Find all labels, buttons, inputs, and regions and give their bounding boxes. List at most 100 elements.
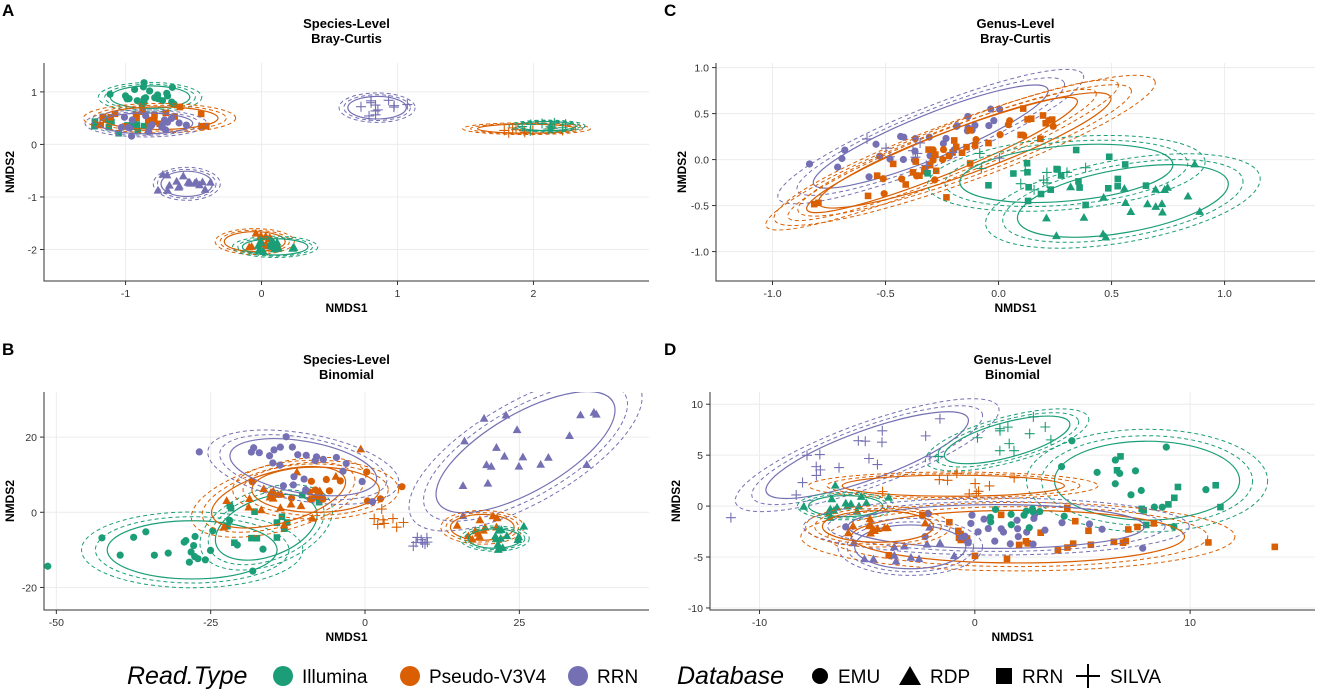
legend-silva-label: SILVA [1110, 667, 1161, 688]
panel-b-point-rrn [273, 534, 281, 541]
panel-b-point-emu [269, 459, 277, 467]
panel-d-ylabel: NMDS2 [669, 480, 683, 522]
panel-c-point-emu [1020, 131, 1028, 139]
panel-d-point-rrn [1003, 555, 1011, 563]
panel-d-point-rrn [1217, 503, 1224, 511]
panel-a-ellipse-inner [92, 111, 200, 136]
panel-c-xlabel: NMDS1 [994, 301, 1036, 315]
panel-b-point-rdp [497, 525, 506, 534]
panel-d-xtick-label: 10 [1184, 617, 1196, 629]
panel-c-point-rrn [1023, 159, 1031, 167]
panel-d-ellipse-solid [943, 415, 1071, 465]
panel-a-point-emu [140, 94, 148, 103]
panel-d-point-emu [1150, 503, 1158, 511]
panel-d-point-emu [997, 525, 1005, 533]
panel-a-point-rdp [172, 176, 182, 185]
panel-d-ytick-label: -10 [688, 603, 703, 615]
panel-a-point-rdp [162, 170, 172, 179]
panel-b-point-emu [307, 477, 315, 485]
panel-c-point-rrn [902, 181, 910, 188]
panel-d-point-emu [1127, 491, 1135, 499]
panel-b-point-rdp [492, 443, 501, 451]
panel-d-point-silva [1028, 411, 1039, 422]
panel-c-point-rrn [945, 152, 953, 160]
panel-d-point-silva [994, 445, 1005, 456]
panel-b-point-silva [411, 537, 422, 548]
panel-c-point-rrn [1027, 115, 1035, 122]
panel-b-point-silva [398, 517, 409, 528]
panel-b-point-rdp [460, 436, 469, 445]
panel-a-point-emu [133, 97, 141, 105]
panel-a-point-emu [121, 92, 130, 100]
panel-b-point-emu [190, 541, 198, 550]
panel-d-ellipse-inner [751, 405, 984, 506]
panel-b-point-rdp [276, 489, 286, 498]
panel-b-point-silva [369, 513, 380, 524]
panel-c-point-rrn [1054, 166, 1061, 173]
panel-d-point-rrn [1110, 538, 1118, 546]
panel-c-ellipse-inner [1002, 159, 1244, 243]
panel-d-point-emu [980, 515, 988, 523]
panel-c-point-silva [1041, 167, 1052, 178]
panel-a-point-rdp [256, 237, 265, 246]
panel-c-point-rrn [952, 143, 960, 151]
panel-d-point-rrn [1069, 540, 1077, 547]
panel-a-point-silva [383, 95, 394, 106]
panel-b-point-silva [378, 514, 389, 525]
panel-b-point-emu [319, 455, 327, 463]
legend-rrn-label: RRN [597, 667, 638, 688]
panel-d-point-rdp [906, 552, 916, 561]
panel-c-point-emu [929, 146, 937, 154]
legend-illumina-swatch [273, 666, 293, 686]
panel-c-point-rrn [924, 169, 931, 177]
panel-d-point-silva [872, 459, 883, 470]
panel-c-point-emu [805, 160, 814, 168]
panel-d-point-rrn [1212, 481, 1219, 489]
panel-a-ylabel: NMDS2 [3, 151, 17, 193]
panel-d-point-rrn [1064, 504, 1071, 512]
panel-d-point-silva [1045, 434, 1056, 445]
panel-d-ytick-label: 5 [697, 450, 703, 462]
panel-a-point-rdp [206, 177, 215, 186]
panel-b-point-rdp [519, 521, 529, 530]
panel-c-ellipse-solid [812, 84, 1049, 189]
panel-b-xtick-label: -50 [49, 617, 64, 629]
panel-d-point-emu [967, 519, 975, 528]
panel-b-xlabel: NMDS1 [325, 630, 367, 644]
panel-a-ellipse-solid [347, 95, 407, 120]
panel-d-point-emu [1111, 480, 1119, 488]
panel-d-point-emu [1036, 507, 1044, 516]
panel-d-point-rrn [1113, 466, 1121, 474]
panel-d-ellipse-solid [841, 474, 1065, 497]
panel-d-point-rrn [1085, 527, 1092, 535]
panel-d-point-silva [791, 489, 802, 500]
panel-c-ellipse-outer [765, 79, 1119, 231]
panel-a-point-emu [147, 122, 155, 130]
panel-d-point-emu [1085, 520, 1094, 528]
panel-d-point-emu [991, 537, 999, 545]
panel-b-ellipse-inner [445, 512, 520, 543]
panel-d-point-silva [863, 453, 874, 464]
panel-a-point-silva [525, 119, 536, 130]
panel-b-point-rdp [296, 501, 306, 510]
panel-d-point-rrn [1064, 544, 1071, 551]
panel-d-point-emu [1014, 525, 1022, 533]
panel-b-point-rdp [222, 496, 232, 505]
panel-d-point-silva [834, 462, 845, 473]
panel-d-point-rrn [1138, 505, 1146, 513]
panel-a-point-emu [142, 112, 150, 120]
panel-c-point-rdp [1151, 202, 1161, 210]
panel-c-point-emu [985, 121, 993, 130]
panel-c-point-silva [947, 147, 958, 158]
panel-c-point-rdp [1051, 231, 1061, 240]
panel-c-point-emu [872, 140, 880, 148]
panel-d-point-rrn [1117, 453, 1124, 460]
legend-emu-label: EMU [838, 667, 880, 688]
panel-a-point-rdp [268, 237, 278, 246]
panel-a-point-emu [127, 132, 136, 140]
panel-d-point-silva [970, 478, 981, 489]
panel-d-point-rdp [891, 556, 901, 565]
panel-d-point-rdp [889, 550, 899, 559]
panel-a-point-rdp [195, 180, 204, 189]
panel-d-point-rrn [885, 551, 893, 559]
